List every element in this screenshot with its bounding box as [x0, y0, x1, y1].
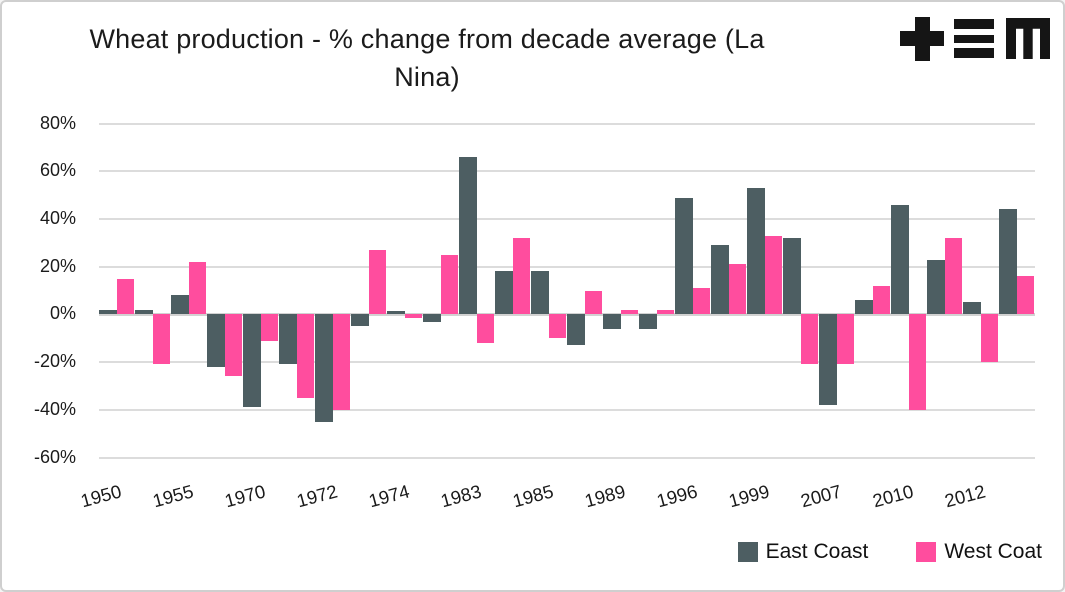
west-coat-swatch: [916, 542, 937, 562]
west-coat-bar: [404, 314, 422, 318]
west-coat-bar: [1016, 276, 1034, 315]
east-coast-bar: [891, 204, 909, 315]
y-axis-tick-label: -20%: [33, 351, 76, 372]
gridline: [99, 170, 1035, 173]
y-axis-tick-label: 60%: [39, 160, 76, 181]
east-coast-bar: [639, 314, 657, 329]
east-coast-bar: [495, 271, 513, 315]
east-coast-bar: [315, 314, 333, 422]
y-axis-tick-label: 20%: [39, 255, 76, 276]
west-coat-bar: [692, 288, 710, 315]
x-axis-tick-label: 1985: [510, 480, 556, 512]
gridline: [99, 122, 1035, 125]
west-coat-bar: [116, 278, 134, 315]
gridline: [99, 456, 1035, 459]
east-coast-bar: [603, 314, 621, 329]
x-axis-tick-label: 1950: [78, 480, 124, 512]
gridline: [99, 265, 1035, 268]
east-coast-bar: [819, 314, 837, 406]
x-axis-tick-label: 1996: [654, 480, 700, 512]
x-axis-tick-label: 2012: [942, 480, 988, 512]
east-coast-bar: [459, 156, 477, 315]
east-coast-bar: [675, 197, 693, 315]
west-coat-bar: [584, 290, 602, 315]
tem-logo-icon: [900, 17, 1050, 61]
east-coast-bar: [531, 271, 549, 315]
y-axis-tick-label: 80%: [39, 112, 76, 133]
east-coast-bar: [783, 238, 801, 315]
y-axis-tick-label: -40%: [33, 398, 76, 419]
gridline: [99, 361, 1035, 364]
east-coast-bar: [999, 209, 1017, 315]
east-coast-bar: [423, 314, 441, 322]
east-coast-label: East Coast: [765, 540, 869, 563]
east-coast-bar: [747, 187, 765, 315]
west-coat-bar: [620, 309, 638, 315]
west-coat-bar: [836, 314, 854, 365]
west-coat-bar: [260, 314, 278, 341]
west-coat-bar: [548, 314, 566, 339]
west-coat-bar: [512, 238, 530, 315]
gridline: [99, 408, 1035, 411]
y-axis-tick-label: 40%: [39, 208, 76, 228]
west-coat-bar: [944, 238, 962, 315]
west-coat-bar: [224, 314, 242, 377]
legend-item-east: East Coast: [737, 540, 869, 564]
x-axis-tick-label: 1983: [438, 480, 484, 512]
x-axis-tick-label: 1974: [366, 480, 412, 512]
west-coat-bar: [368, 250, 386, 315]
legend-item-west: West Coat: [916, 540, 1042, 564]
chart-title-line2: Nina): [394, 62, 460, 92]
west-coat-bar: [440, 254, 458, 315]
east-coast-swatch: [737, 542, 758, 562]
x-axis-tick-label: 1970: [222, 480, 268, 512]
east-coast-bar: [927, 259, 945, 315]
x-axis-tick-label: 1955: [150, 480, 196, 512]
west-coat-bar: [728, 264, 746, 315]
east-coast-bar: [351, 314, 369, 327]
east-coast-bar: [171, 295, 189, 315]
gridline: [99, 218, 1035, 220]
legend: East Coast West Coat: [2, 540, 1042, 564]
west-coat-bar: [152, 314, 170, 365]
east-coast-bar: [279, 314, 297, 365]
west-coat-bar: [656, 309, 674, 315]
x-axis-tick-label: 1989: [582, 480, 628, 512]
west-coat-bar: [908, 314, 926, 410]
x-axis-tick-label: 1999: [726, 480, 772, 512]
east-coast-bar: [243, 314, 261, 408]
east-coast-bar: [567, 314, 585, 346]
east-coast-bar: [99, 309, 117, 315]
west-coat-bar: [800, 314, 818, 365]
east-coast-bar: [207, 314, 225, 367]
y-axis-tick-label: -60%: [33, 446, 76, 467]
x-axis-tick-label: 2010: [870, 480, 916, 512]
east-coast-bar: [963, 302, 981, 315]
east-coast-bar: [135, 309, 153, 315]
y-axis-tick-label: 0%: [49, 303, 76, 324]
x-axis-tick-label: 1972: [294, 480, 340, 512]
east-coast-bar: [711, 245, 729, 315]
west-coat-bar: [296, 314, 314, 398]
chart-title-line1: Wheat production - % change from decade …: [89, 24, 765, 54]
chart-title: Wheat production - % change from decade …: [32, 20, 822, 96]
west-coat-bar: [764, 235, 782, 315]
east-coast-bar: [855, 300, 873, 315]
x-axis-tick-label: 2007: [798, 480, 844, 512]
east-coast-bar: [387, 310, 405, 315]
west-coat-bar: [188, 261, 206, 315]
west-coat-bar: [476, 314, 494, 343]
west-coat-bar: [872, 285, 890, 315]
west-coat-label: West Coat: [944, 540, 1042, 563]
west-coat-bar: [332, 314, 350, 410]
west-coat-bar: [980, 314, 998, 363]
